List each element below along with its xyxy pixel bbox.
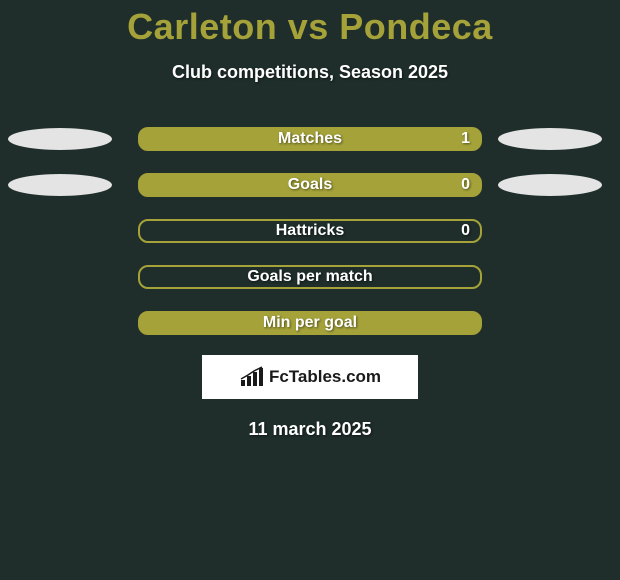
chart-icon xyxy=(239,366,265,388)
stat-value: 0 xyxy=(461,176,470,194)
stat-row: Goals 0 xyxy=(0,173,620,197)
stat-row: Goals per match xyxy=(0,265,620,289)
stat-bar: Goals 0 xyxy=(138,173,482,197)
stat-row: Matches 1 xyxy=(0,127,620,151)
avatar-ellipse-left xyxy=(8,174,112,196)
stat-bar: Min per goal xyxy=(138,311,482,335)
brand-text: FcTables.com xyxy=(269,367,381,387)
stat-row: Min per goal xyxy=(0,311,620,335)
avatar-ellipse-right xyxy=(498,128,602,150)
stat-bar: Matches 1 xyxy=(138,127,482,151)
brand-box: FcTables.com xyxy=(202,355,418,399)
stat-label: Goals per match xyxy=(247,268,372,286)
stat-bar: Hattricks 0 xyxy=(138,219,482,243)
comparison-infographic: Carleton vs Pondeca Club competitions, S… xyxy=(0,0,620,580)
stat-rows: Matches 1 Goals 0 Hattricks 0 Goals per match M… xyxy=(0,127,620,335)
stat-label: Goals xyxy=(288,176,332,194)
stat-label: Matches xyxy=(278,130,342,148)
stat-label: Hattricks xyxy=(276,222,344,240)
player-right-name: Pondeca xyxy=(339,6,493,47)
avatar-ellipse-left xyxy=(8,128,112,150)
avatar-ellipse-right xyxy=(498,174,602,196)
subtitle: Club competitions, Season 2025 xyxy=(0,62,620,83)
page-title: Carleton vs Pondeca xyxy=(0,0,620,48)
vs-text: vs xyxy=(288,6,329,47)
stat-value: 1 xyxy=(461,130,470,148)
stat-value: 0 xyxy=(461,222,470,240)
stat-label: Min per goal xyxy=(263,314,357,332)
stat-row: Hattricks 0 xyxy=(0,219,620,243)
stat-bar: Goals per match xyxy=(138,265,482,289)
player-left-name: Carleton xyxy=(127,6,277,47)
date-text: 11 march 2025 xyxy=(0,419,620,440)
